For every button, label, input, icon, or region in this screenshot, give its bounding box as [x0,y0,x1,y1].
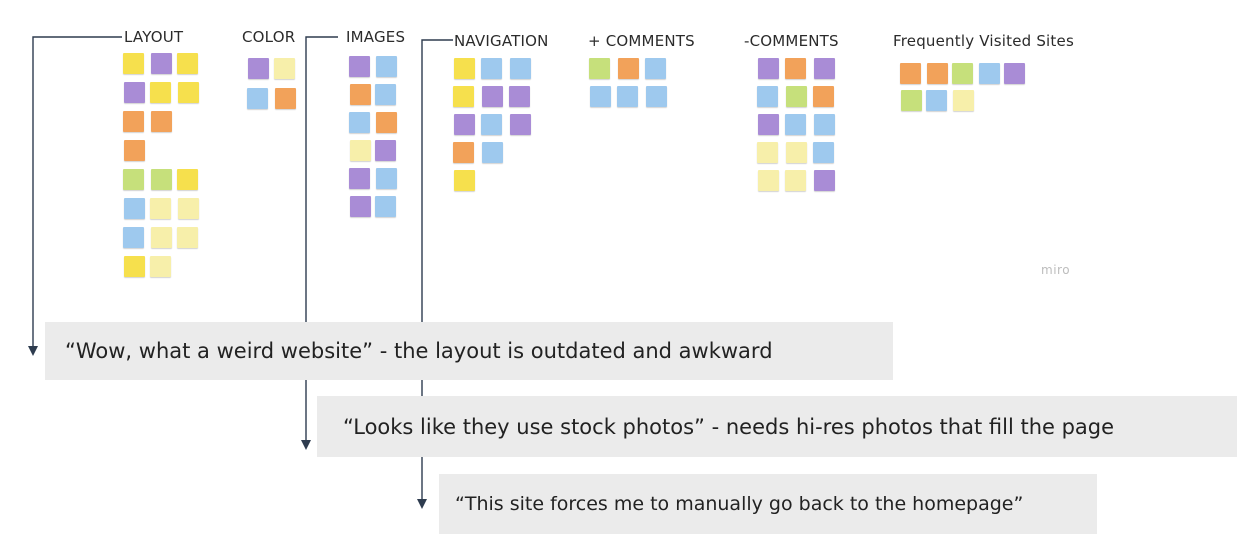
sticky-note [757,86,778,107]
layout-arrowhead [28,346,38,356]
sticky-note [350,196,371,217]
sticky-note [482,142,503,163]
sticky-note [247,88,268,109]
sticky-note [124,140,145,161]
sticky-note [350,84,371,105]
sticky-note [646,86,667,107]
sticky-note [645,58,666,79]
sticky-note [481,58,502,79]
sticky-note [151,169,172,190]
sticky-note [979,63,1000,84]
sticky-note [124,82,145,103]
sticky-note [785,114,806,135]
sticky-note [481,114,502,135]
quote-navigation: “This site forces me to manually go back… [439,474,1097,534]
sticky-note [786,86,807,107]
sticky-note [758,114,779,135]
column-label-color: COLOR [242,28,296,46]
sticky-note [375,196,396,217]
sticky-note [123,53,144,74]
column-label-layout: LAYOUT [124,28,184,46]
sticky-note [453,142,474,163]
sticky-note [618,58,639,79]
sticky-note [590,86,611,107]
sticky-note [349,112,370,133]
sticky-note [952,63,973,84]
sticky-note [275,88,296,109]
sticky-note [482,86,503,107]
sticky-note [178,198,199,219]
sticky-note [376,112,397,133]
sticky-note [178,82,199,103]
sticky-note [177,227,198,248]
sticky-note [124,256,145,277]
column-label-images: IMAGES [346,28,406,46]
sticky-note [453,86,474,107]
sticky-note [926,90,947,111]
sticky-note [1004,63,1025,84]
quote-images: “Looks like they use stock photos” - nee… [317,396,1237,457]
sticky-note [758,170,779,191]
sticky-note [151,227,172,248]
sticky-note [757,142,778,163]
sticky-note [509,86,530,107]
sticky-note [177,53,198,74]
sticky-note [177,169,198,190]
sticky-note [376,168,397,189]
sticky-note [375,140,396,161]
sticky-note [376,56,397,77]
sticky-note [786,142,807,163]
sticky-note [510,114,531,135]
sticky-note [454,58,475,79]
column-label-navigation: NAVIGATION [454,32,549,50]
sticky-note [123,111,144,132]
column-label-positive-comments: + COMMENTS [588,32,695,50]
sticky-note [510,58,531,79]
sticky-note [617,86,638,107]
navigation-arrowhead [417,499,427,509]
sticky-note [900,63,921,84]
images-arrowhead [301,440,311,450]
quote-images-text: “Looks like they use stock photos” - nee… [343,414,1115,439]
sticky-note [350,140,371,161]
layout-connector [32,36,122,352]
sticky-note [375,84,396,105]
sticky-note [785,170,806,191]
sticky-note [589,58,610,79]
sticky-note [151,53,172,74]
sticky-note [953,90,974,111]
sticky-note [901,90,922,111]
quote-layout-text: “Wow, what a weird website” - the layout… [65,339,773,363]
sticky-note [349,168,370,189]
sticky-note [785,58,806,79]
sticky-note [814,114,835,135]
sticky-note [927,63,948,84]
sticky-note [150,256,171,277]
sticky-note [454,114,475,135]
sticky-note [349,56,370,77]
images-connector [305,36,338,446]
sticky-note [814,170,835,191]
sticky-note [150,82,171,103]
quote-layout: “Wow, what a weird website” - the layout… [45,322,893,380]
sticky-note [813,142,834,163]
column-label-negative-comments: -COMMENTS [744,32,839,50]
sticky-note [758,58,779,79]
sticky-note [248,58,269,79]
sticky-note [150,198,171,219]
sticky-note [454,170,475,191]
sticky-note [813,86,834,107]
quote-navigation-text: “This site forces me to manually go back… [455,493,1024,515]
column-label-frequently-visited-sites: Frequently Visited Sites [893,32,1074,50]
sticky-note [124,198,145,219]
sticky-note [814,58,835,79]
sticky-note [274,58,295,79]
miro-watermark: miro [1041,263,1071,277]
sticky-note [151,111,172,132]
sticky-note [123,169,144,190]
sticky-note [123,227,144,248]
